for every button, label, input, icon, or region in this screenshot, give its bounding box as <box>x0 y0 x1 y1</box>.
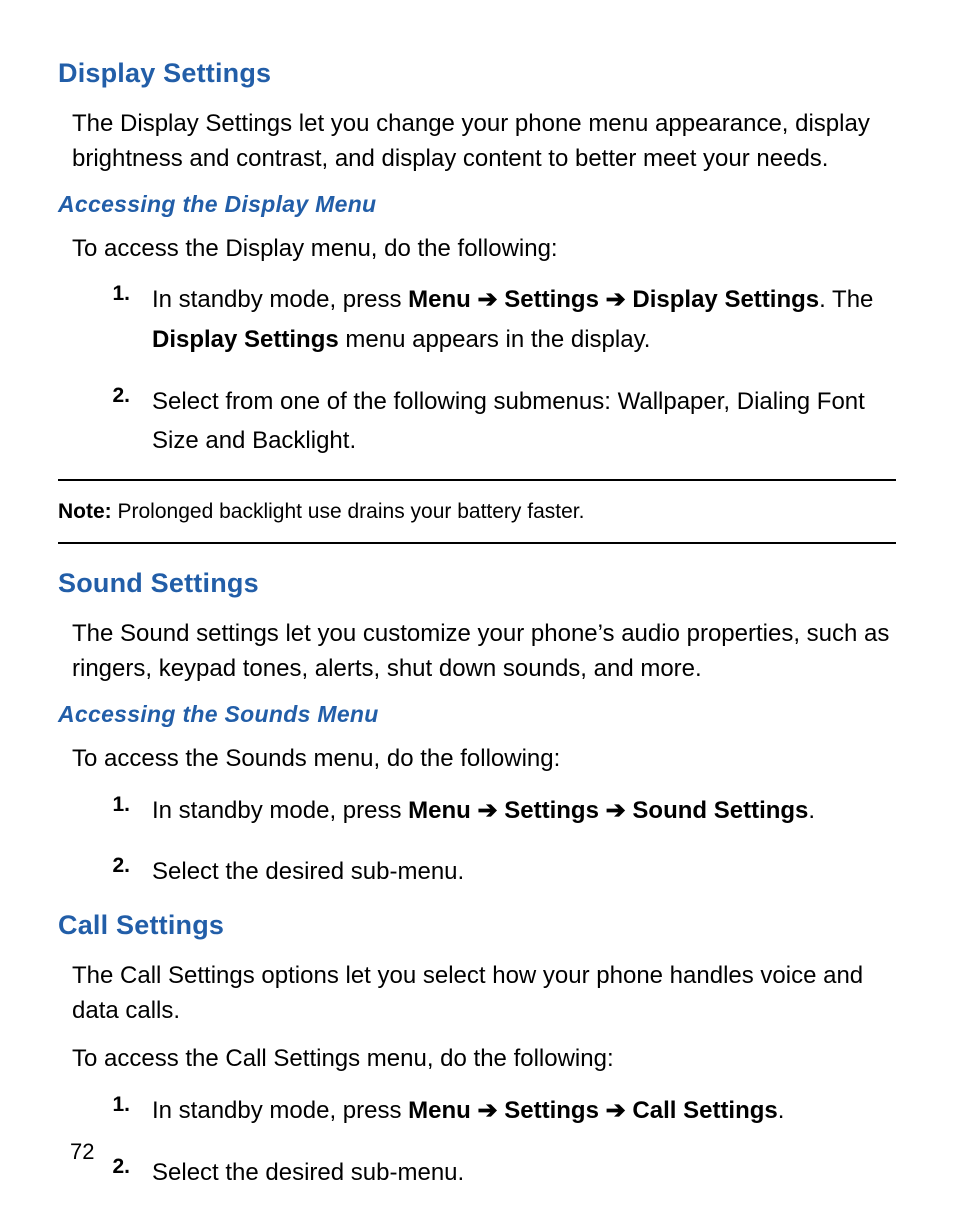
text: . <box>778 1097 785 1124</box>
menu-label: Menu <box>408 1097 471 1124</box>
text: . <box>808 797 815 824</box>
arrow-icon: ➔ <box>599 1097 632 1124</box>
call-step-2: 2. Select the desired sub-menu. <box>72 1153 896 1193</box>
arrow-icon: ➔ <box>471 797 504 824</box>
settings-label: Settings <box>504 1097 599 1124</box>
display-submenu-heading: Accessing the Display Menu <box>58 191 896 218</box>
sound-settings-intro: The Sound settings let you customize you… <box>58 617 896 687</box>
call-settings-label: Call Settings <box>632 1097 777 1124</box>
settings-label: Settings <box>504 797 599 824</box>
sound-submenu-heading: Accessing the Sounds Menu <box>58 701 896 728</box>
note-body: Prolonged backlight use drains your batt… <box>112 500 585 523</box>
display-note-box: Note: Prolonged backlight use drains you… <box>58 479 896 544</box>
call-steps-list: 1. In standby mode, press Menu ➔ Setting… <box>58 1091 896 1192</box>
call-settings-heading: Call Settings <box>58 910 896 941</box>
menu-label: Menu <box>408 797 471 824</box>
display-step-2: 2. Select from one of the following subm… <box>72 382 896 461</box>
display-settings-heading: Display Settings <box>58 58 896 89</box>
sound-step-1: 1. In standby mode, press Menu ➔ Setting… <box>72 791 896 831</box>
note-label: Note: <box>58 500 112 523</box>
display-steps-list: 1. In standby mode, press Menu ➔ Setting… <box>58 280 896 460</box>
sound-settings-heading: Sound Settings <box>58 568 896 599</box>
step-number: 1. <box>72 280 152 306</box>
call-submenu-intro: To access the Call Settings menu, do the… <box>58 1042 896 1077</box>
display-settings-label: Display Settings <box>152 326 339 353</box>
display-step-1: 1. In standby mode, press Menu ➔ Setting… <box>72 280 896 359</box>
step-number: 1. <box>72 1091 152 1117</box>
settings-label: Settings <box>504 286 599 313</box>
call-step-1: 1. In standby mode, press Menu ➔ Setting… <box>72 1091 896 1131</box>
call-settings-intro: The Call Settings options let you select… <box>58 959 896 1029</box>
step-body: In standby mode, press Menu ➔ Settings ➔… <box>152 1091 896 1131</box>
step-number: 2. <box>72 382 152 408</box>
sound-submenu-intro: To access the Sounds menu, do the follow… <box>58 742 896 777</box>
step-body: Select from one of the following submenu… <box>152 382 896 461</box>
display-settings-intro: The Display Settings let you change your… <box>58 107 896 177</box>
arrow-icon: ➔ <box>599 286 632 313</box>
sound-steps-list: 1. In standby mode, press Menu ➔ Setting… <box>58 791 896 892</box>
text: In standby mode, press <box>152 797 408 824</box>
step-body: In standby mode, press Menu ➔ Settings ➔… <box>152 791 896 831</box>
menu-label: Menu <box>408 286 471 313</box>
text: menu appears in the display. <box>339 326 651 353</box>
page-number: 72 <box>70 1139 94 1165</box>
arrow-icon: ➔ <box>599 797 632 824</box>
step-body: Select the desired sub-menu. <box>152 1153 896 1193</box>
sound-step-2: 2. Select the desired sub-menu. <box>72 852 896 892</box>
display-settings-label: Display Settings <box>632 286 819 313</box>
step-body: In standby mode, press Menu ➔ Settings ➔… <box>152 280 896 359</box>
text: In standby mode, press <box>152 1097 408 1124</box>
step-number: 2. <box>72 852 152 878</box>
text: . The <box>819 286 873 313</box>
step-body: Select the desired sub-menu. <box>152 852 896 892</box>
display-submenu-intro: To access the Display menu, do the follo… <box>58 232 896 267</box>
step-number: 1. <box>72 791 152 817</box>
sound-settings-label: Sound Settings <box>632 797 808 824</box>
arrow-icon: ➔ <box>471 1097 504 1124</box>
arrow-icon: ➔ <box>471 286 504 313</box>
text: In standby mode, press <box>152 286 408 313</box>
note-text: Note: Prolonged backlight use drains you… <box>58 500 584 523</box>
